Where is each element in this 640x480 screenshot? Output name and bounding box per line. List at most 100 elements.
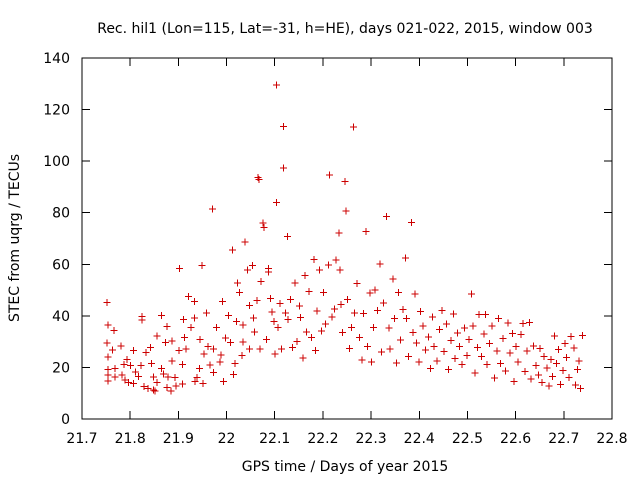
data-point: [395, 288, 403, 296]
data-point: [182, 345, 190, 353]
data-point: [259, 219, 267, 227]
data-point: [339, 328, 347, 336]
data-point: [347, 323, 355, 331]
data-point: [168, 357, 176, 365]
data-point: [161, 338, 169, 346]
data-point: [130, 379, 138, 387]
data-point: [206, 361, 214, 369]
data-point: [239, 338, 247, 346]
data-point: [287, 296, 295, 304]
y-tick-label: 120: [43, 103, 70, 119]
data-point: [196, 365, 204, 373]
data-point: [234, 279, 242, 287]
data-point: [481, 310, 489, 318]
x-tick-label: 21.8: [115, 431, 146, 447]
data-point: [385, 324, 393, 332]
data-point: [246, 301, 254, 309]
data-point: [488, 322, 496, 330]
data-point: [461, 324, 469, 332]
data-point: [458, 361, 466, 369]
data-point: [317, 327, 325, 335]
data-point: [289, 343, 297, 351]
data-point: [451, 354, 459, 362]
data-point: [144, 384, 152, 392]
data-point: [274, 324, 282, 332]
x-tick-label: 22.3: [356, 431, 387, 447]
data-point: [545, 382, 553, 390]
plot-border: [81, 57, 613, 420]
data-point: [301, 271, 309, 279]
data-point: [527, 375, 535, 383]
data-point: [164, 373, 172, 381]
data-point: [224, 312, 232, 320]
data-point: [510, 377, 518, 385]
data-point: [547, 355, 555, 363]
data-point: [563, 353, 571, 361]
data-point: [532, 361, 540, 369]
data-point: [475, 310, 483, 318]
data-point: [337, 301, 345, 309]
data-point: [273, 81, 281, 89]
x-tick-label: 22: [218, 431, 236, 447]
data-point: [263, 336, 271, 344]
data-point: [312, 347, 320, 355]
data-point: [570, 344, 578, 352]
data-point: [310, 256, 318, 264]
data-point: [551, 332, 559, 340]
data-point: [571, 381, 579, 389]
data-point: [553, 360, 561, 368]
data-point: [191, 377, 199, 385]
data-point: [140, 382, 148, 390]
data-point: [307, 333, 315, 341]
data-point: [386, 345, 394, 353]
data-point: [202, 309, 210, 317]
data-point: [376, 260, 384, 268]
data-point: [137, 362, 145, 370]
data-point: [293, 337, 301, 345]
data-point: [190, 297, 198, 305]
data-point: [180, 316, 188, 324]
data-point: [555, 346, 563, 354]
data-point: [104, 353, 112, 361]
data-point: [330, 305, 338, 313]
x-tick-label: 22.8: [596, 431, 627, 447]
data-point: [104, 371, 112, 379]
data-point: [426, 365, 434, 373]
data-point: [412, 339, 420, 347]
data-point: [151, 387, 159, 395]
data-point: [249, 262, 257, 270]
data-point: [447, 337, 455, 345]
data-point: [514, 358, 522, 366]
data-point: [134, 372, 142, 380]
data-point: [328, 313, 336, 321]
data-point: [117, 342, 125, 350]
data-point: [463, 351, 471, 359]
y-tick-label: 140: [43, 51, 70, 67]
data-point: [540, 353, 548, 361]
data-point: [442, 320, 450, 328]
data-point: [440, 348, 448, 356]
data-point: [417, 307, 425, 315]
x-axis-ticks: 21.7 21.8 21.9 22 22.1 22.2 22.3 22.4 22.5 22.6 22…: [66, 58, 628, 447]
data-point: [486, 340, 494, 348]
data-point: [123, 355, 131, 363]
data-point: [168, 337, 176, 345]
data-point: [359, 310, 367, 318]
data-point: [125, 379, 133, 387]
data-point: [147, 359, 155, 367]
data-point: [179, 380, 187, 388]
data-point: [343, 296, 351, 304]
plot-area: 21.7 21.8 21.9 22 22.1 22.2 22.3 22.4 22.5 22.6 22…: [43, 51, 627, 447]
data-point: [445, 365, 453, 373]
data-point: [325, 261, 333, 269]
data-point: [239, 321, 247, 329]
data-point: [229, 371, 237, 379]
data-point: [556, 380, 564, 388]
data-point: [502, 367, 510, 375]
data-point: [271, 350, 279, 358]
data-point: [281, 309, 289, 317]
data-point: [299, 354, 307, 362]
data-point: [212, 323, 220, 331]
data-point: [253, 297, 261, 305]
